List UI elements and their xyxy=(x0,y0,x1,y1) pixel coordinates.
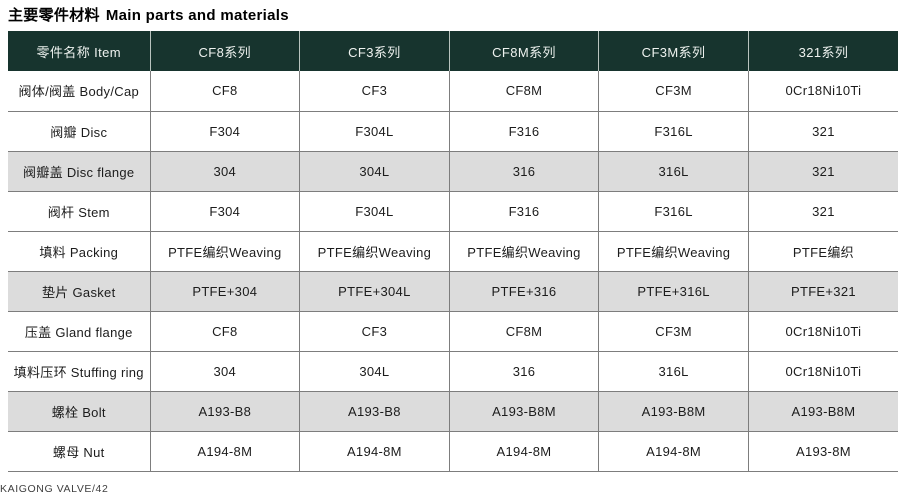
item-name-cell: 填料 Packing xyxy=(8,230,151,272)
table-row: 压盖 Gland flange CF8 CF3 CF8M CF3M 0Cr18Ni10Ti xyxy=(8,310,898,352)
item-name-cell: 螺母 Nut xyxy=(8,430,151,472)
table-body: 阀体/阀盖 Body/Cap CF8 CF3 CF8M CF3M 0Cr18Ni10Ti 阀… xyxy=(8,71,898,472)
material-value-cell: PTFE+304L xyxy=(299,270,450,312)
material-value-cell: F304L xyxy=(299,110,450,152)
material-value-cell: PTFE编织 xyxy=(747,230,898,272)
column-header: CF8系列 xyxy=(149,31,300,71)
column-header: CF3M系列 xyxy=(598,31,749,71)
material-value-cell: A194-8M xyxy=(448,430,600,472)
material-value-cell: CF8 xyxy=(149,310,301,352)
page-title-en: Main parts and materials xyxy=(105,7,289,24)
column-header: 零件名称 Item xyxy=(8,31,150,71)
footer-text: KAIGONG VALVE/42 xyxy=(0,483,109,495)
material-value-cell: A193-B8M xyxy=(598,390,749,432)
material-value-cell: CF3M xyxy=(598,310,749,352)
material-value-cell: 304 xyxy=(149,350,301,392)
material-value-cell: A194-8M xyxy=(598,430,749,472)
material-value-cell: PTFE编织Weaving xyxy=(149,230,301,272)
table-row: 阀体/阀盖 Body/Cap CF8 CF3 CF8M CF3M 0Cr18Ni10Ti xyxy=(8,71,898,112)
column-header: CF3系列 xyxy=(299,31,450,71)
material-value-cell: F304 xyxy=(149,190,301,232)
item-name-cell: 阀瓣 Disc xyxy=(8,110,151,152)
material-value-cell: PTFE+321 xyxy=(747,270,898,312)
material-value-cell: 321 xyxy=(747,150,898,192)
material-value-cell: 304 xyxy=(149,150,301,192)
table-row: 阀杆 Stem F304 F304L F316 F316L 321 xyxy=(8,190,898,232)
page-title-zh: 主要零件材料 xyxy=(8,7,100,24)
table-row: 阀瓣盖 Disc flange 304 304L 316 316L 321 xyxy=(8,150,898,192)
material-value-cell: 316L xyxy=(598,350,749,392)
table-row: 垫片 Gasket PTFE+304 PTFE+304L PTFE+316 PTFE+3… xyxy=(8,270,898,312)
table-row: 阀瓣 Disc F304 F304L F316 F316L 321 xyxy=(8,110,898,152)
material-value-cell: CF8M xyxy=(448,310,600,352)
material-value-cell: CF8M xyxy=(448,71,600,112)
material-value-cell: F316 xyxy=(448,190,600,232)
material-value-cell: 321 xyxy=(747,110,898,152)
item-name-cell: 螺栓 Bolt xyxy=(8,390,151,432)
material-value-cell: CF3M xyxy=(598,71,749,112)
material-value-cell: 0Cr18Ni10Ti xyxy=(747,310,898,352)
material-value-cell: A193-B8 xyxy=(149,390,301,432)
material-value-cell: F304 xyxy=(149,110,301,152)
material-value-cell: 316 xyxy=(448,350,600,392)
material-value-cell: CF8 xyxy=(149,71,301,112)
material-value-cell: 321 xyxy=(747,190,898,232)
item-name-cell: 阀杆 Stem xyxy=(8,190,151,232)
material-value-cell: PTFE编织Weaving xyxy=(299,230,450,272)
material-value-cell: 316 xyxy=(448,150,600,192)
table-row: 填料 Packing PTFE编织Weaving PTFE编织Weaving PTFE… xyxy=(8,230,898,272)
item-name-cell: 压盖 Gland flange xyxy=(8,310,151,352)
table-row: 螺栓 Bolt A193-B8 A193-B8 A193-B8M A193-B8M A19… xyxy=(8,390,898,432)
material-value-cell: PTFE+316L xyxy=(598,270,749,312)
material-value-cell: CF3 xyxy=(299,71,450,112)
column-header: CF8M系列 xyxy=(448,31,599,71)
material-value-cell: PTFE+316 xyxy=(448,270,600,312)
material-value-cell: F304L xyxy=(299,190,450,232)
item-name-cell: 垫片 Gasket xyxy=(8,270,151,312)
item-name-cell: 阀瓣盖 Disc flange xyxy=(8,150,151,192)
material-value-cell: A193-B8M xyxy=(747,390,898,432)
material-value-cell: CF3 xyxy=(299,310,450,352)
material-value-cell: A193-8M xyxy=(747,430,898,472)
material-value-cell: A194-8M xyxy=(299,430,450,472)
material-value-cell: 0Cr18Ni10Ti xyxy=(747,71,898,112)
material-value-cell: 0Cr18Ni10Ti xyxy=(747,350,898,392)
material-value-cell: PTFE编织Weaving xyxy=(598,230,749,272)
material-value-cell: PTFE+304 xyxy=(149,270,301,312)
material-value-cell: A193-B8 xyxy=(299,390,450,432)
page-title: 主要零件材料 Main parts and materials xyxy=(8,4,906,25)
column-header: 321系列 xyxy=(747,31,898,71)
material-value-cell: A194-8M xyxy=(149,430,301,472)
material-value-cell: F316L xyxy=(598,190,749,232)
material-value-cell: F316 xyxy=(448,110,600,152)
material-value-cell: F316L xyxy=(598,110,749,152)
material-value-cell: A193-B8M xyxy=(448,390,600,432)
item-name-cell: 填料压环 Stuffing ring xyxy=(8,350,151,392)
table-header-row: 零件名称 Item CF8系列 CF3系列 CF8M系列 CF3M系列 321系列 xyxy=(8,31,898,71)
item-name-cell: 阀体/阀盖 Body/Cap xyxy=(8,71,151,112)
parts-materials-table: 零件名称 Item CF8系列 CF3系列 CF8M系列 CF3M系列 321系列 阀体/… xyxy=(8,31,898,472)
material-value-cell: 304L xyxy=(299,150,450,192)
table-row: 填料压环 Stuffing ring 304 304L 316 316L 0Cr18Ni1… xyxy=(8,350,898,392)
material-value-cell: PTFE编织Weaving xyxy=(448,230,600,272)
table-row: 螺母 Nut A194-8M A194-8M A194-8M A194-8M A193-8… xyxy=(8,430,898,472)
material-value-cell: 304L xyxy=(299,350,450,392)
material-value-cell: 316L xyxy=(598,150,749,192)
